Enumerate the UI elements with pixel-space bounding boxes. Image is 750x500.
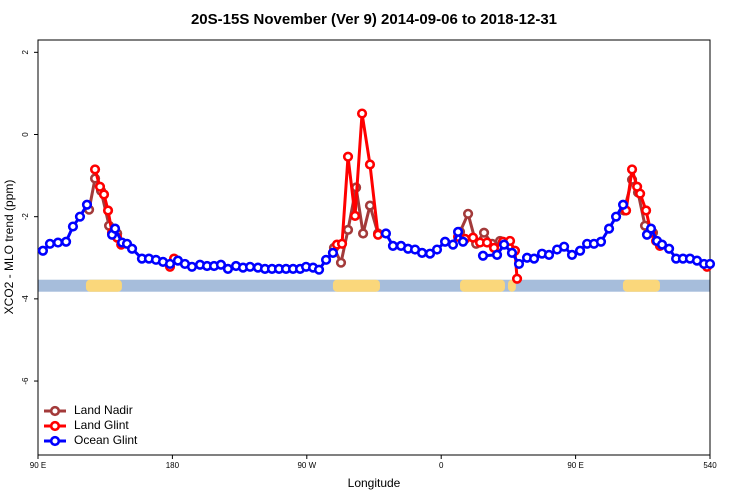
legend-label: Land Glint: [74, 418, 129, 432]
series-point: [89, 173, 101, 184]
series-point: [98, 189, 110, 200]
series-point: [89, 164, 101, 175]
x-tick-label: 90 E: [30, 461, 46, 470]
y-tick-label: -2: [21, 213, 30, 221]
series-point: [424, 248, 436, 259]
series-point: [645, 223, 657, 234]
y-tick-label: -4: [21, 295, 30, 303]
series-point: [74, 211, 86, 222]
series-point: [102, 205, 114, 216]
series-point: [356, 108, 368, 119]
series-point: [52, 237, 64, 248]
series-point: [452, 226, 464, 237]
series-point: [513, 258, 525, 270]
series-point: [109, 223, 121, 234]
series-point: [663, 243, 675, 254]
series-point: [364, 200, 376, 211]
series-point: [349, 210, 361, 221]
x-tick-label: 90 W: [297, 461, 316, 470]
series-line: [95, 114, 707, 279]
y-tick-label: -6: [21, 377, 30, 385]
series-point: [313, 264, 325, 275]
land-band: [85, 279, 122, 292]
series-point: [387, 240, 399, 251]
legend-label: Land Nadir: [74, 403, 133, 417]
y-axis-label: XCO2 - MLO trend (ppm): [2, 180, 16, 315]
series-point: [640, 205, 652, 216]
land-band: [622, 279, 660, 292]
series-point: [610, 211, 622, 222]
land-band: [332, 279, 380, 292]
series-point: [498, 239, 510, 250]
series-point: [447, 239, 459, 250]
chart-title: 20S-15S November (Ver 9) 2014-09-06 to 2…: [191, 11, 557, 28]
land-band: [460, 279, 505, 292]
series-point: [416, 247, 428, 258]
series-point: [126, 243, 138, 254]
series-point: [603, 223, 615, 234]
series-point: [222, 263, 234, 274]
series-point: [342, 151, 354, 162]
series-point: [462, 208, 474, 219]
series-point: [457, 236, 469, 247]
series-point: [81, 199, 93, 210]
series-point: [431, 244, 443, 255]
series-point: [626, 164, 638, 175]
y-tick-label: 0: [21, 132, 30, 137]
series-point: [477, 250, 489, 261]
series-point: [467, 232, 479, 243]
series-point: [164, 258, 176, 270]
series-point: [60, 236, 72, 247]
series-point: [327, 247, 339, 258]
series-point: [656, 239, 668, 250]
y-tick-label: 2: [21, 50, 30, 55]
x-tick-label: 180: [166, 461, 180, 470]
x-tick-label: 90 E: [567, 461, 583, 470]
series-point: [617, 199, 629, 210]
series-point: [335, 257, 347, 268]
x-axis-label: Longitude: [348, 476, 401, 490]
series-point: [566, 249, 578, 260]
series-point: [186, 261, 198, 272]
series-point: [380, 228, 392, 239]
series-point: [320, 254, 332, 265]
series-point: [364, 159, 376, 170]
series-point: [595, 236, 607, 247]
series-point: [44, 238, 56, 249]
legend-marker: [49, 435, 61, 447]
series-point: [511, 273, 523, 284]
series-point: [244, 261, 256, 272]
series-point: [491, 249, 503, 260]
series-point: [37, 245, 49, 256]
series-point: [506, 247, 518, 258]
series-point: [481, 237, 493, 248]
series-point: [342, 224, 354, 235]
legend-label: Ocean Glint: [74, 433, 138, 447]
x-tick-label: 0: [439, 461, 444, 470]
series-point: [439, 236, 451, 247]
series-point: [215, 259, 227, 270]
legend-marker: [49, 420, 61, 432]
series-point: [67, 221, 79, 232]
series-point: [528, 253, 540, 264]
series-point: [336, 238, 348, 249]
series-point: [543, 249, 555, 260]
series-point: [357, 228, 369, 239]
series-point: [574, 245, 586, 256]
series-point: [635, 188, 646, 199]
series-point: [559, 241, 570, 252]
x-tick-label: 540: [703, 461, 717, 470]
plot-frame: [37, 39, 711, 456]
legend-marker: [49, 405, 61, 417]
series-point: [478, 227, 490, 238]
series-point: [372, 229, 384, 240]
series-point: [704, 258, 716, 270]
series-point: [94, 181, 106, 192]
